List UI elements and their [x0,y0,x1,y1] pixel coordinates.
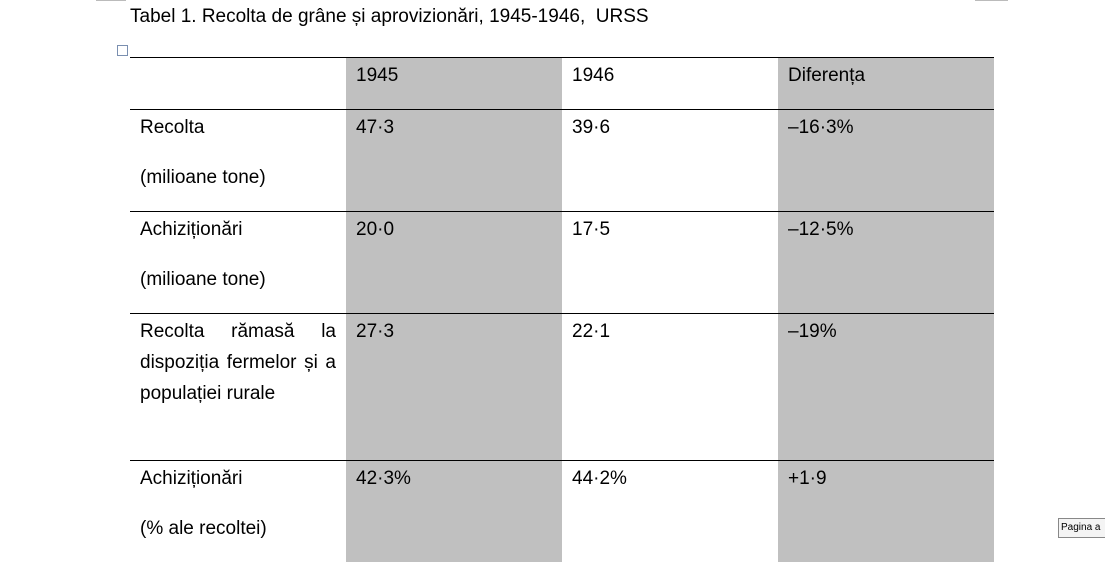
cell-text: Recolta [140,112,336,143]
value-cell: 20·0 [346,212,562,314]
cell-text: (milioane tone) [140,264,336,295]
cell-text: 44·2% [572,463,768,494]
cell-text: 20·0 [356,214,552,245]
cell-text: +1·9 [788,463,984,494]
cell-text: (milioane tone) [140,162,336,193]
cell-text: Achiziționări [140,463,336,494]
cell-text: 42·3% [356,463,552,494]
value-cell: 44·2% [562,461,778,562]
table-row: Achiziționări (milioane tone) 20·0 17·5 –12·… [130,212,994,314]
cell-text: –19% [788,316,984,347]
value-cell: 17·5 [562,212,778,314]
margin-mark [975,0,1008,1]
cell-text: –16·3% [788,112,984,143]
table-caption: Tabel 1. Recolta de grâne și aprovizionă… [130,6,649,28]
value-cell: –16·3% [778,110,994,212]
cell-text: Achiziționări [140,214,336,245]
header-cell: 1946 [562,58,778,110]
cell-text: –12·5% [788,214,984,245]
value-cell: 27·3 [346,314,562,461]
value-cell: 47·3 [346,110,562,212]
header-cell [130,58,346,110]
cell-text: (% ale recoltei) [140,513,336,544]
value-cell: +1·9 [778,461,994,562]
table-row: Recolta rămasă la dispoziția fermelor și… [130,314,994,461]
value-cell: 22·1 [562,314,778,461]
table-row: Achiziționări (% ale recoltei) 42·3% 44·2% +… [130,461,994,562]
row-label-cell: Achiziționări (% ale recoltei) [130,461,346,562]
table-move-handle[interactable] [117,45,128,56]
margin-mark [96,0,126,1]
value-cell: –19% [778,314,994,461]
header-cell: 1945 [346,58,562,110]
cell-text: 17·5 [572,214,768,245]
row-label-cell: Recolta (milioane tone) [130,110,346,212]
table-row: Recolta (milioane tone) 47·3 39·6 –16·3% [130,110,994,212]
value-cell: –12·5% [778,212,994,314]
row-label-cell: Recolta rămasă la dispoziția fermelor și… [130,314,346,461]
cell-text: 39·6 [572,112,768,143]
row-label-cell: Achiziționări (milioane tone) [130,212,346,314]
cell-text: Recolta rămasă la dispoziția fermelor și… [140,316,336,409]
header-cell: Diferența [778,58,994,110]
cell-text: 47·3 [356,112,552,143]
cell-text: 22·1 [572,316,768,347]
cell-text: 27·3 [356,316,552,347]
status-tooltip: Pagina a [1058,518,1105,538]
value-cell: 42·3% [346,461,562,562]
value-cell: 39·6 [562,110,778,212]
page: Tabel 1. Recolta de grâne și aprovizionă… [0,0,1105,535]
